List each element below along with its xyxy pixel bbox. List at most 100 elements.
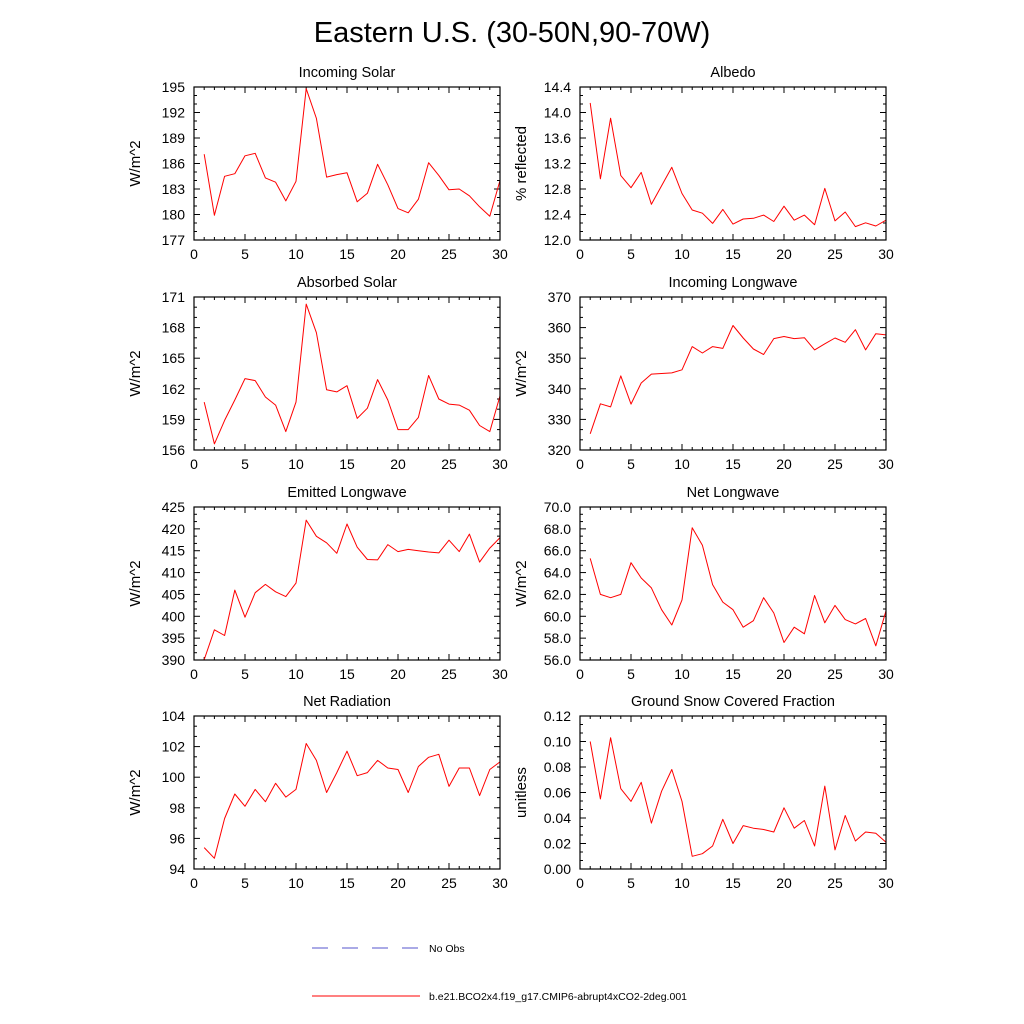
x-tick-label: 5 <box>627 875 635 891</box>
y-tick-label: 162 <box>162 381 186 397</box>
x-tick-label: 10 <box>288 666 304 682</box>
x-tick-label: 5 <box>627 666 635 682</box>
x-tick-label: 20 <box>776 246 792 262</box>
series-line-1 <box>203 519 501 660</box>
legend-item-model: b.e21.BCO2x4.f19_g17.CMIP6-abrupt4xCO2-2… <box>312 991 687 1003</box>
y-tick-label: 96 <box>169 830 185 846</box>
panel-title: Net Longwave <box>687 485 780 501</box>
x-tick-label: 25 <box>827 246 843 262</box>
y-tick-label: 420 <box>162 521 186 537</box>
chart-panel-5: Emitted Longwave W/m^2 0 5 10 15 20 25 30 390 395 4… <box>127 485 508 682</box>
y-tick-label: 68.0 <box>544 521 571 537</box>
series-line-1 <box>203 303 501 445</box>
y-tick-label: 156 <box>162 442 186 458</box>
y-tick-label: 14.4 <box>544 79 571 95</box>
x-tick-label: 20 <box>776 456 792 472</box>
x-tick-label: 0 <box>190 666 198 682</box>
chart-panel-6: Net Longwave W/m^2 0 5 10 15 20 25 30 56.0 58.0 60.… <box>513 485 894 682</box>
plot-frame <box>193 296 501 451</box>
panel-title: Incoming Longwave <box>669 275 798 291</box>
x-tick-label: 0 <box>190 246 198 262</box>
x-tick-label: 5 <box>241 246 249 262</box>
panel-title: Net Radiation <box>303 694 391 710</box>
x-tick-label: 5 <box>627 456 635 472</box>
y-axis-label: W/m^2 <box>127 140 144 186</box>
y-tick-label: 171 <box>162 289 186 305</box>
y-tick-label: 189 <box>162 130 186 146</box>
x-tick-label: 10 <box>288 246 304 262</box>
plot-frame <box>579 506 887 661</box>
x-tick-label: 15 <box>725 456 741 472</box>
panels: Incoming Solar W/m^2 0 5 10 15 20 25 30 177 180 183… <box>127 65 894 891</box>
plot-frame <box>193 506 501 661</box>
y-tick-label: 390 <box>162 652 186 668</box>
legend-label-model: b.e21.BCO2x4.f19_g17.CMIP6-abrupt4xCO2-2… <box>429 991 687 1003</box>
y-tick-label: 13.2 <box>544 156 571 172</box>
x-tick-label: 20 <box>390 875 406 891</box>
x-tick-label: 25 <box>441 666 457 682</box>
panel-title: Ground Snow Covered Fraction <box>631 694 835 710</box>
y-tick-label: 64.0 <box>544 565 571 581</box>
y-tick-label: 0.00 <box>544 861 571 877</box>
y-tick-label: 410 <box>162 565 186 581</box>
panel-title: Emitted Longwave <box>287 485 406 501</box>
chart-panel-1: Incoming Solar W/m^2 0 5 10 15 20 25 30 177 180 183… <box>127 65 508 262</box>
plot-frame <box>579 296 887 451</box>
y-tick-label: 66.0 <box>544 543 571 559</box>
y-tick-label: 415 <box>162 543 186 559</box>
x-tick-label: 0 <box>576 456 584 472</box>
x-tick-label: 5 <box>241 875 249 891</box>
plot-frame <box>579 715 887 870</box>
y-tick-label: 183 <box>162 181 186 197</box>
y-tick-label: 0.02 <box>544 836 571 852</box>
x-tick-label: 5 <box>241 666 249 682</box>
y-tick-label: 168 <box>162 320 186 336</box>
y-tick-label: 12.0 <box>544 232 571 248</box>
y-axis-label: % reflected <box>513 126 530 201</box>
x-tick-label: 20 <box>776 666 792 682</box>
y-tick-label: 98 <box>169 800 185 816</box>
legend-label-no-obs: No Obs <box>429 943 465 955</box>
y-tick-label: 70.0 <box>544 499 571 515</box>
y-tick-label: 405 <box>162 586 186 602</box>
x-tick-label: 25 <box>827 666 843 682</box>
chart-panel-2: Albedo % reflected 0 5 10 15 20 25 30 12.0 12.4 12.… <box>513 65 894 262</box>
x-tick-label: 10 <box>674 666 690 682</box>
x-tick-label: 25 <box>827 875 843 891</box>
x-tick-label: 0 <box>576 875 584 891</box>
y-tick-label: 370 <box>548 289 572 305</box>
y-tick-label: 102 <box>162 739 186 755</box>
y-tick-label: 0.06 <box>544 785 571 801</box>
plot-frame <box>193 715 501 870</box>
y-tick-label: 165 <box>162 350 186 366</box>
y-tick-label: 14.0 <box>544 105 571 121</box>
x-tick-label: 25 <box>441 875 457 891</box>
x-tick-label: 10 <box>674 456 690 472</box>
y-tick-label: 395 <box>162 630 186 646</box>
y-tick-label: 177 <box>162 232 186 248</box>
x-tick-label: 10 <box>674 875 690 891</box>
y-tick-label: 0.12 <box>544 708 571 724</box>
y-tick-label: 340 <box>548 381 572 397</box>
x-tick-label: 15 <box>725 875 741 891</box>
figure-title: Eastern U.S. (30-50N,90-70W) <box>314 17 710 49</box>
y-axis-label: W/m^2 <box>127 350 144 396</box>
series-line-1 <box>589 737 887 857</box>
x-tick-label: 30 <box>492 666 508 682</box>
y-tick-label: 12.8 <box>544 181 571 197</box>
y-tick-label: 0.10 <box>544 734 571 750</box>
x-tick-label: 30 <box>878 875 894 891</box>
chart-panel-7: Net Radiation W/m^2 0 5 10 15 20 25 30 94 96 98 100 1… <box>127 694 508 891</box>
x-tick-label: 15 <box>339 246 355 262</box>
y-tick-label: 159 <box>162 411 186 427</box>
y-tick-label: 13.6 <box>544 130 571 146</box>
x-tick-label: 25 <box>441 246 457 262</box>
y-tick-label: 56.0 <box>544 652 571 668</box>
y-axis-label: W/m^2 <box>127 769 144 815</box>
x-tick-label: 5 <box>241 456 249 472</box>
x-tick-label: 20 <box>390 456 406 472</box>
y-tick-label: 192 <box>162 105 186 121</box>
y-tick-label: 12.4 <box>544 207 571 223</box>
series-line-1 <box>203 88 501 217</box>
